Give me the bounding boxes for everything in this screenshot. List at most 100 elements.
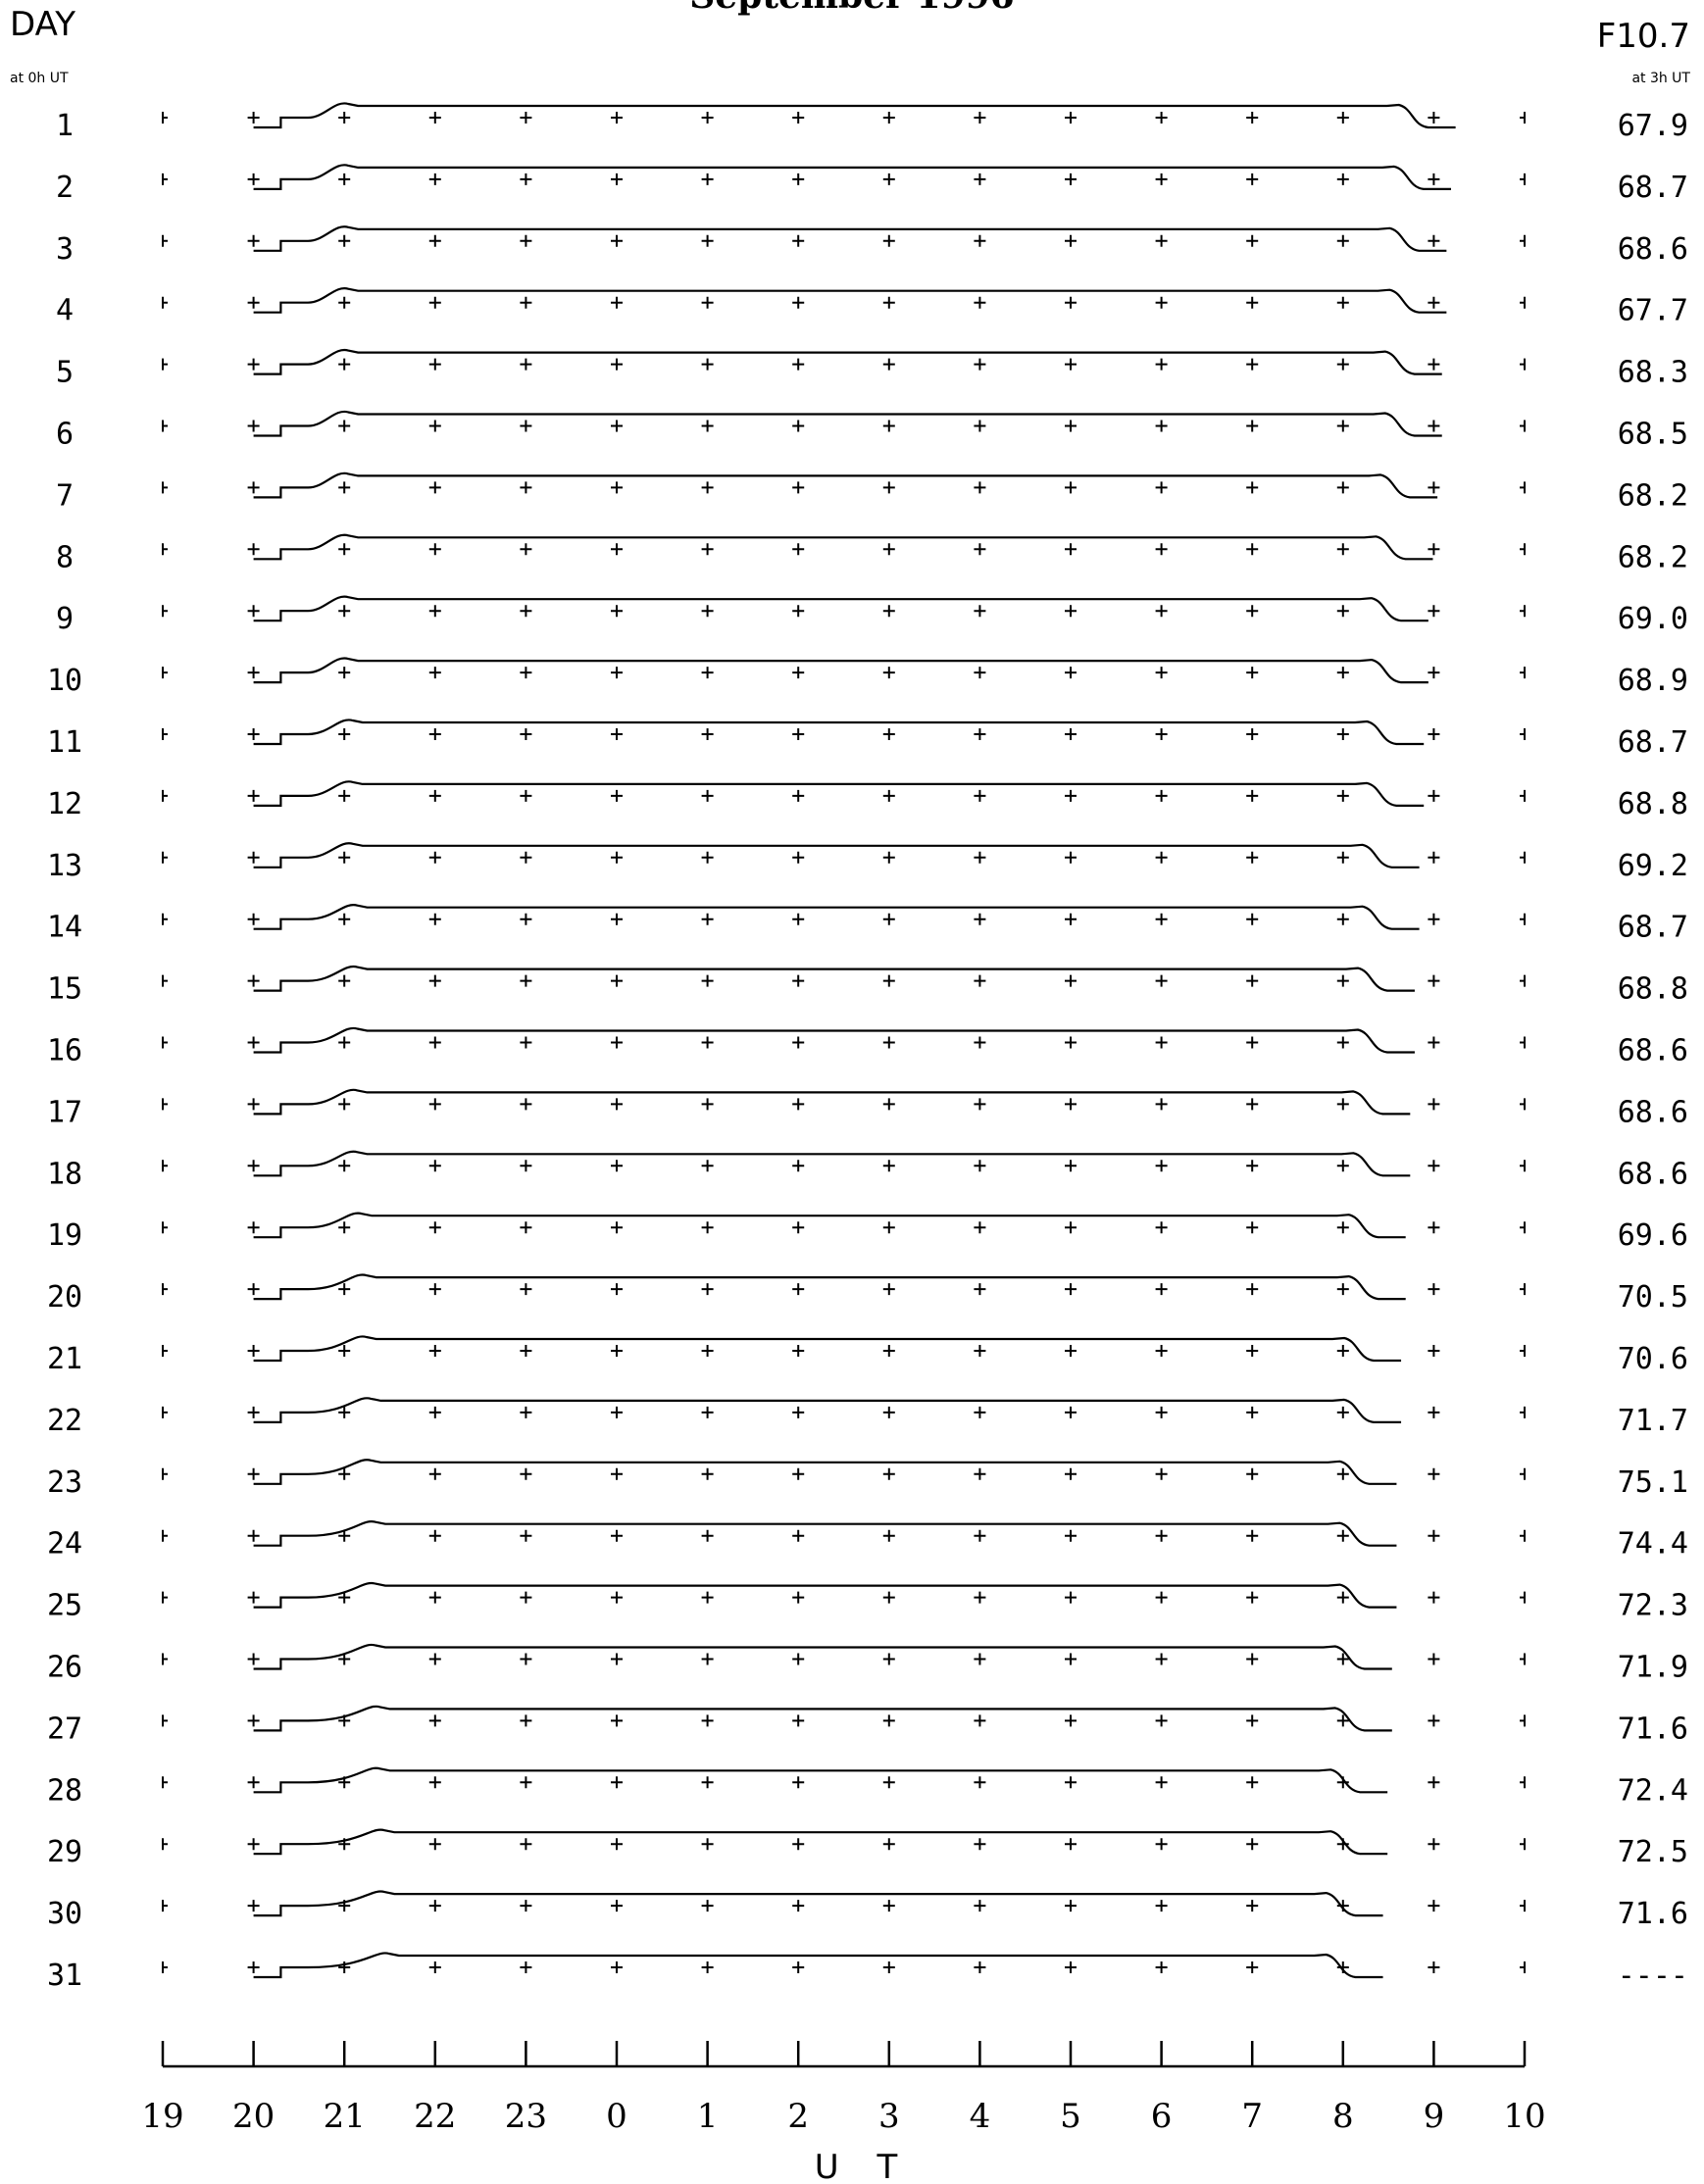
grid-plus-marker bbox=[882, 1653, 895, 1665]
grid-plus-marker bbox=[338, 1160, 351, 1172]
grid-plus-marker bbox=[1428, 1714, 1440, 1727]
x-tick-label: 0 bbox=[606, 2097, 627, 2136]
day-label: 13 bbox=[47, 849, 82, 883]
grid-plus-marker bbox=[1246, 1467, 1259, 1480]
grid-plus-marker bbox=[1065, 481, 1077, 494]
day-trace bbox=[253, 348, 1442, 375]
grid-plus-marker bbox=[162, 1714, 168, 1727]
grid-plus-marker bbox=[247, 481, 260, 494]
grid-plus-marker bbox=[428, 1283, 441, 1296]
grid-plus-marker bbox=[338, 913, 351, 925]
grid-plus-marker bbox=[162, 1838, 168, 1851]
grid-plus-marker bbox=[1246, 543, 1259, 556]
grid-plus-marker bbox=[1155, 1714, 1168, 1727]
grid-plus-marker bbox=[701, 667, 714, 679]
grid-plus-marker bbox=[611, 1714, 623, 1727]
grid-plus-marker bbox=[611, 1345, 623, 1357]
grid-plus-marker bbox=[520, 1776, 532, 1789]
grid-plus-marker bbox=[520, 1221, 532, 1234]
grid-plus-marker bbox=[162, 1653, 168, 1665]
grid-plus-marker bbox=[701, 296, 714, 309]
grid-plus-marker bbox=[1155, 1961, 1168, 1973]
x-tick-label: 7 bbox=[1241, 2097, 1263, 2136]
flux-value-label: 68.5 bbox=[1618, 418, 1688, 452]
grid-plus-marker bbox=[162, 234, 168, 247]
grid-plus-marker bbox=[974, 1160, 986, 1172]
grid-plus-marker bbox=[1520, 1283, 1526, 1296]
grid-plus-marker bbox=[338, 1591, 351, 1604]
flux-value-label: 68.7 bbox=[1618, 171, 1688, 205]
grid-plus-marker bbox=[611, 1406, 623, 1418]
day-trace bbox=[253, 287, 1447, 314]
grid-plus-marker bbox=[1520, 1467, 1526, 1480]
grid-plus-marker bbox=[611, 789, 623, 802]
grid-plus-marker bbox=[1065, 420, 1077, 432]
grid-plus-marker bbox=[701, 1283, 714, 1296]
grid-plus-marker bbox=[1246, 1221, 1259, 1234]
grid-plus-marker bbox=[974, 296, 986, 309]
grid-plus-marker bbox=[247, 543, 260, 556]
day-label: 20 bbox=[47, 1280, 82, 1315]
grid-plus-marker bbox=[428, 1221, 441, 1234]
grid-plus-marker bbox=[162, 974, 168, 987]
flux-value-label: 69.2 bbox=[1618, 849, 1688, 883]
grid-plus-marker bbox=[701, 1467, 714, 1480]
grid-plus-marker bbox=[162, 173, 168, 185]
flux-value-label: 68.8 bbox=[1618, 787, 1688, 821]
day-label: 11 bbox=[47, 725, 82, 760]
grid-plus-marker bbox=[1428, 1591, 1440, 1604]
grid-plus-marker bbox=[1336, 728, 1349, 740]
grid-plus-marker bbox=[1155, 974, 1168, 987]
day-trace bbox=[253, 410, 1442, 437]
x-axis-title: U T bbox=[815, 2148, 911, 2184]
grid-plus-marker bbox=[882, 1283, 895, 1296]
day-trace bbox=[253, 1828, 1388, 1856]
grid-plus-marker bbox=[882, 1776, 895, 1789]
grid-plus-marker bbox=[338, 420, 351, 432]
grid-plus-marker bbox=[428, 667, 441, 679]
day-label: 18 bbox=[47, 1157, 82, 1191]
grid-plus-marker bbox=[1155, 1653, 1168, 1665]
grid-plus-marker bbox=[1246, 667, 1259, 679]
daily-traces bbox=[253, 102, 1456, 1979]
grid-plus-marker bbox=[1520, 1221, 1526, 1234]
day-trace bbox=[253, 472, 1438, 499]
grid-plus-marker bbox=[882, 1098, 895, 1111]
flux-value-label: 68.7 bbox=[1618, 725, 1688, 760]
grid-plus-marker bbox=[520, 667, 532, 679]
day-trace bbox=[253, 1766, 1388, 1794]
grid-plus-marker bbox=[428, 789, 441, 802]
grid-plus-marker bbox=[882, 1714, 895, 1727]
grid-plus-marker bbox=[882, 1838, 895, 1851]
day-trace bbox=[253, 595, 1428, 622]
grid-plus-marker bbox=[1520, 234, 1526, 247]
grid-plus-marker bbox=[1246, 1345, 1259, 1357]
flux-value-label: 68.3 bbox=[1618, 356, 1688, 390]
x-tick-label: 19 bbox=[141, 2097, 183, 2136]
grid-plus-marker bbox=[611, 1838, 623, 1851]
grid-plus-marker bbox=[1428, 420, 1440, 432]
grid-plus-marker bbox=[1428, 112, 1440, 124]
grid-plus-marker bbox=[882, 974, 895, 987]
grid-plus-marker bbox=[1428, 1160, 1440, 1172]
chart-title: September 1996 bbox=[689, 0, 1014, 17]
x-axis: 19 20 21 22 23 0 1 2 3 4 5 6 7 8 9 10 bbox=[141, 2041, 1546, 2136]
grid-plus-marker bbox=[162, 1776, 168, 1789]
grid-plus-marker bbox=[520, 1467, 532, 1480]
day-label: 27 bbox=[47, 1712, 82, 1746]
grid-plus-marker bbox=[1155, 1345, 1168, 1357]
grid-plus-marker bbox=[1520, 667, 1526, 679]
grid-plus-marker bbox=[974, 1345, 986, 1357]
grid-plus-marker bbox=[1155, 605, 1168, 618]
grid-plus-marker bbox=[338, 358, 351, 371]
grid-plus-marker bbox=[792, 296, 805, 309]
day-label: 25 bbox=[47, 1589, 82, 1623]
grid-plus-marker bbox=[1155, 1406, 1168, 1418]
grid-plus-marker bbox=[520, 1591, 532, 1604]
grid-plus-marker bbox=[247, 1283, 260, 1296]
grid-plus-marker bbox=[1336, 1221, 1349, 1234]
grid-plus-marker bbox=[701, 481, 714, 494]
grid-plus-marker bbox=[247, 358, 260, 371]
day-label: 2 bbox=[56, 171, 74, 205]
flux-value-label: 68.6 bbox=[1618, 1095, 1688, 1129]
